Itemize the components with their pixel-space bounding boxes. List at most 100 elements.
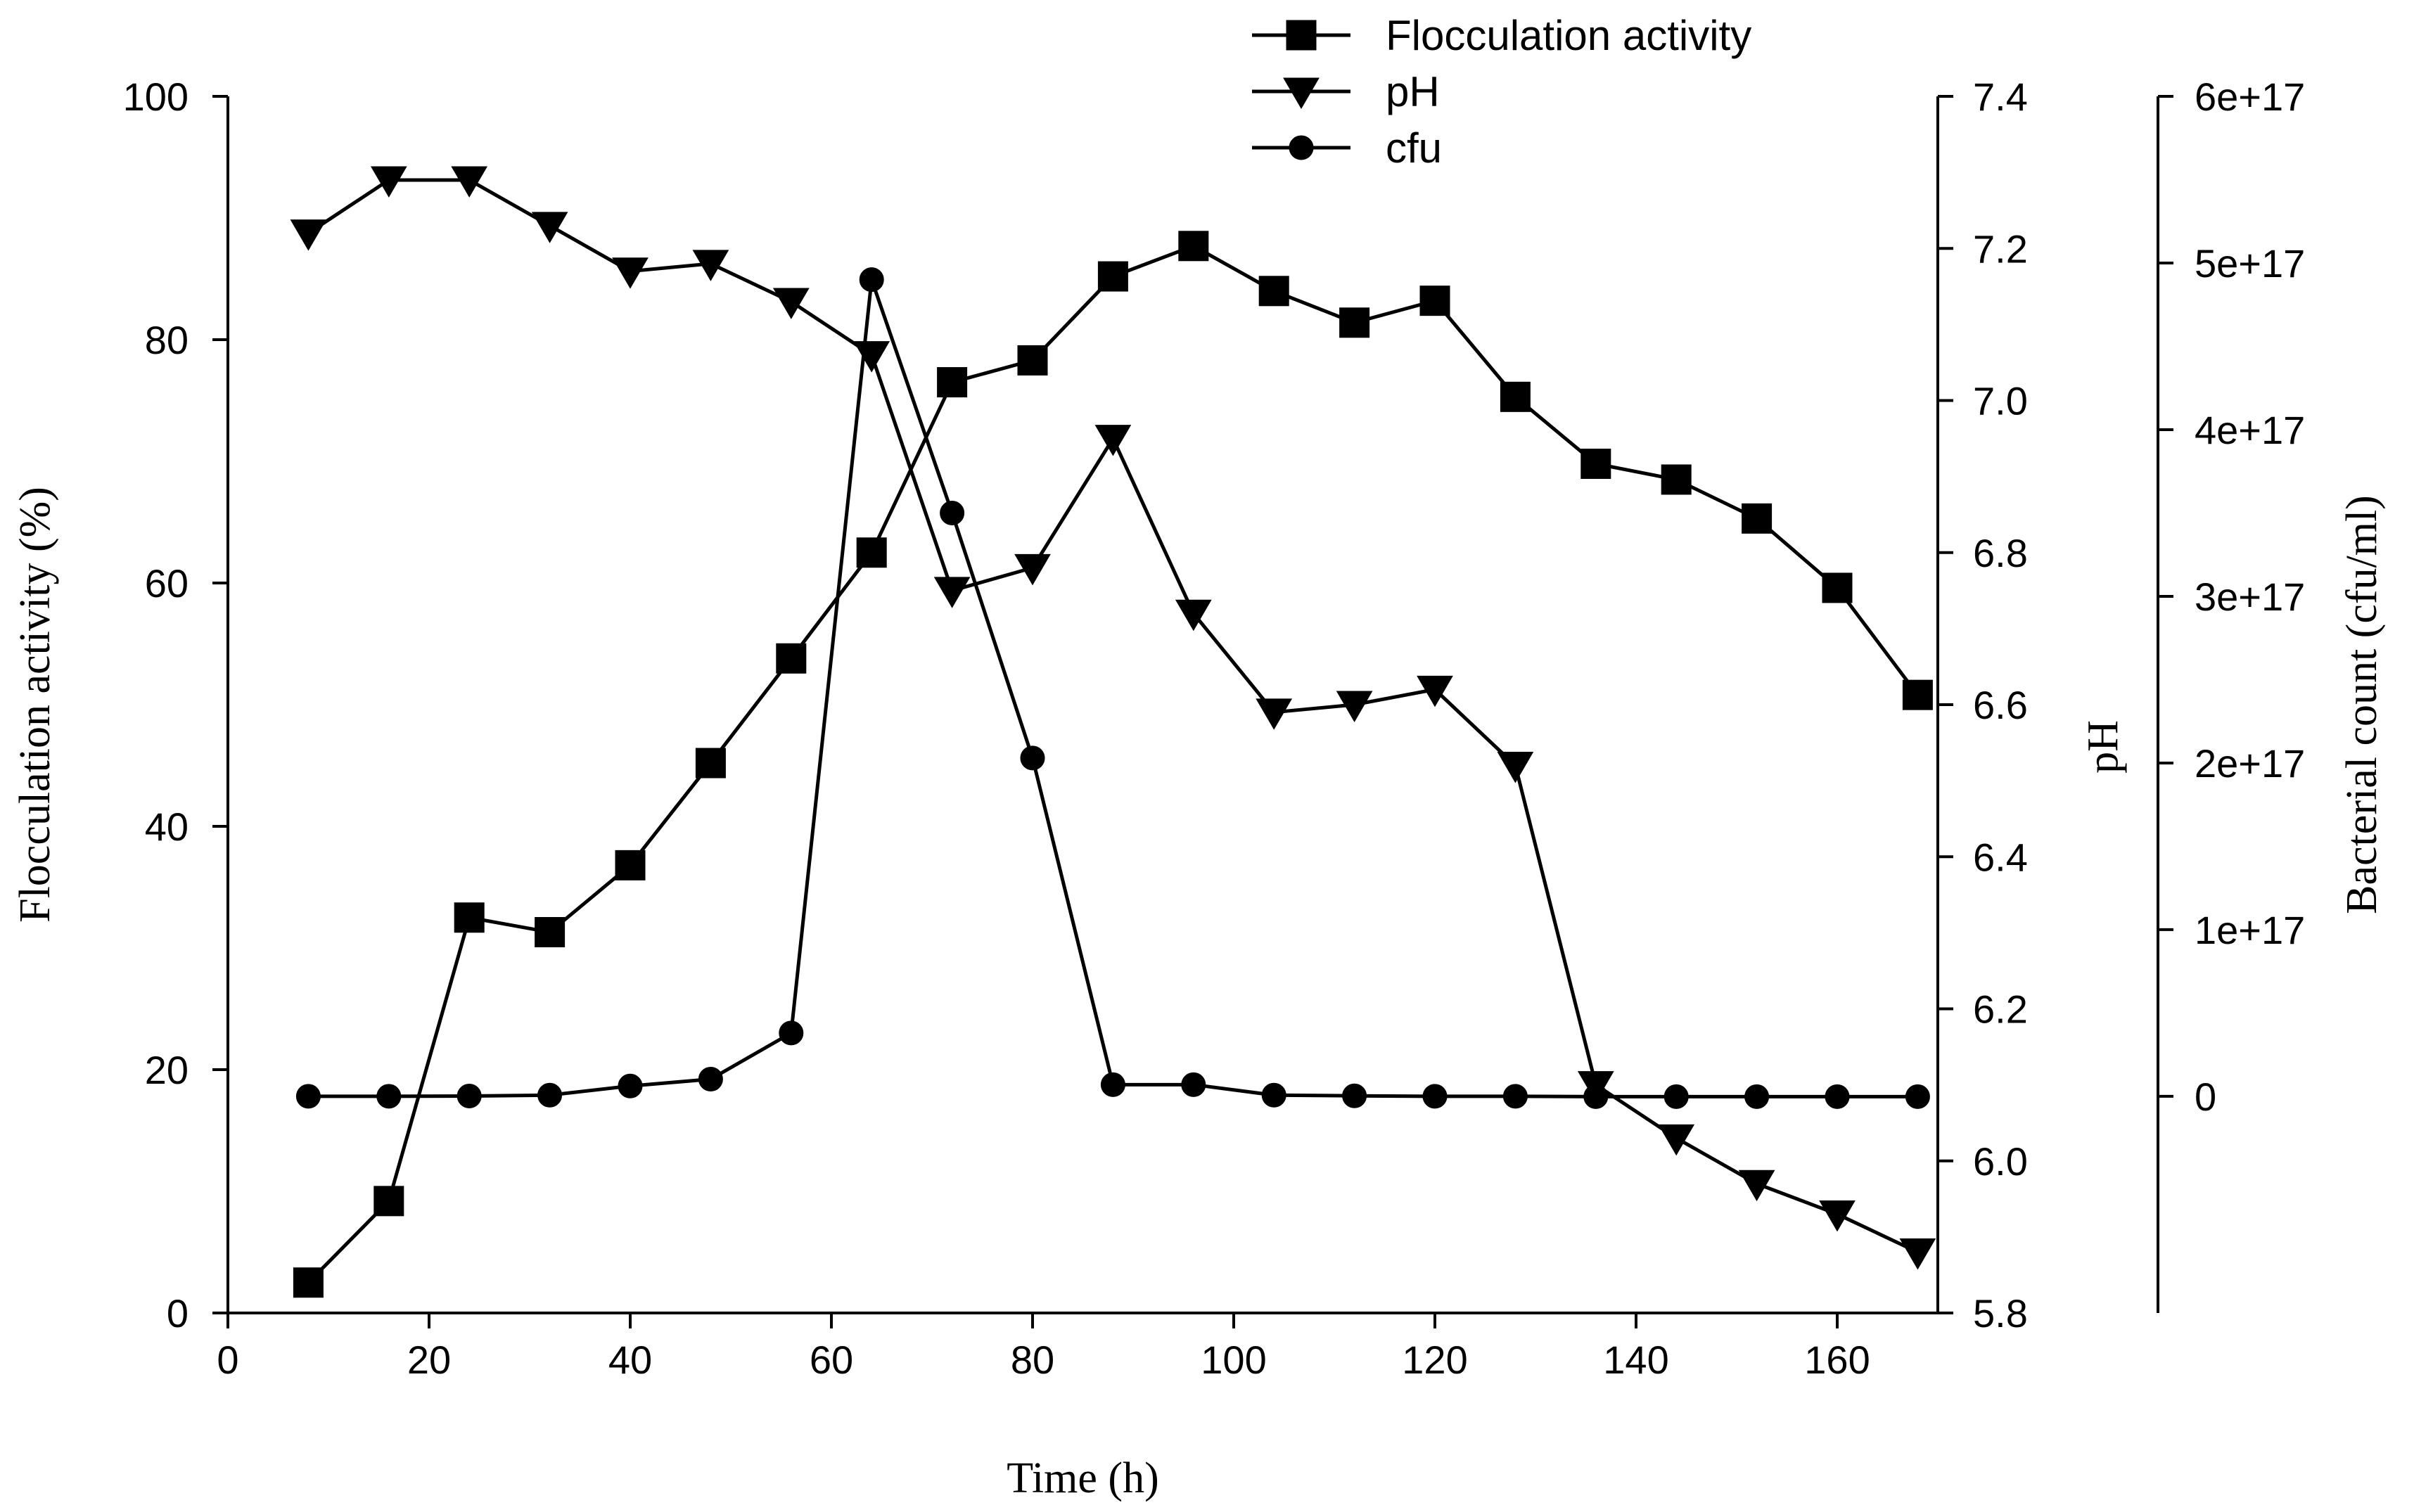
ph-tick-label: 6.0 xyxy=(1973,1139,2028,1184)
data-point-ph xyxy=(853,341,890,373)
cfu-tick-label: 4e+17 xyxy=(2195,408,2305,452)
cfu-tick-label: 1e+17 xyxy=(2195,908,2305,952)
data-point-flocculation-activity xyxy=(1580,448,1611,479)
data-point-ph xyxy=(1417,675,1453,707)
data-point-cfu xyxy=(1181,1072,1206,1097)
data-point-ph xyxy=(1014,553,1051,586)
data-point-cfu xyxy=(1422,1084,1448,1109)
legend-marker xyxy=(1283,77,1320,109)
ph-tick-label: 7.0 xyxy=(1973,379,2028,423)
data-point-ph xyxy=(1256,698,1293,730)
data-point-cfu xyxy=(1905,1084,1930,1109)
data-point-flocculation-activity xyxy=(695,748,726,779)
data-point-cfu xyxy=(698,1067,723,1092)
data-point-flocculation-activity xyxy=(856,537,887,568)
data-point-cfu xyxy=(295,1084,321,1109)
ph-axis-title: pH xyxy=(2079,720,2127,774)
ph-tick-label: 6.8 xyxy=(1973,531,2028,575)
legend-label: cfu xyxy=(1386,124,1442,172)
data-point-cfu xyxy=(940,500,965,525)
data-point-ph xyxy=(451,166,488,198)
data-point-flocculation-activity xyxy=(1500,381,1531,412)
data-point-cfu xyxy=(1020,745,1045,771)
left-y-tick-label: 60 xyxy=(145,561,189,606)
legend-entry-ph: pH xyxy=(1252,68,1440,115)
data-point-flocculation-activity xyxy=(1822,572,1853,603)
data-point-cfu xyxy=(1100,1072,1125,1097)
ph-tick-label: 7.2 xyxy=(1973,226,2028,271)
data-point-flocculation-activity xyxy=(1742,503,1773,534)
x-tick-label: 80 xyxy=(1011,1338,1054,1382)
data-point-flocculation-activity xyxy=(454,902,485,933)
x-tick-label: 40 xyxy=(608,1338,652,1382)
ph-tick-label: 6.2 xyxy=(1973,987,2028,1032)
data-point-ph xyxy=(1899,1238,1936,1270)
data-point-ph xyxy=(1336,691,1373,722)
legend-label: Flocculation activity xyxy=(1386,12,1751,59)
ph-tick-label: 7.4 xyxy=(1973,75,2028,119)
data-point-flocculation-activity xyxy=(937,367,968,398)
data-point-flocculation-activity xyxy=(535,917,566,948)
ticks xyxy=(212,95,2173,1328)
data-point-ph xyxy=(612,257,649,289)
series-line-cfu xyxy=(308,278,1918,1098)
data-point-ph xyxy=(692,250,729,281)
data-point-flocculation-activity xyxy=(1902,679,1933,710)
data-point-flocculation-activity xyxy=(1178,231,1209,262)
data-point-cfu xyxy=(618,1073,643,1098)
data-point-ph xyxy=(1497,752,1534,783)
left-y-axis-title: Flocculation activity (%) xyxy=(11,487,59,923)
cfu-axis-title: Bacterial count (cfu/ml) xyxy=(2338,495,2386,914)
cfu-tick-label: 2e+17 xyxy=(2195,741,2305,786)
x-tick-label: 60 xyxy=(810,1338,853,1382)
data-point-cfu xyxy=(1261,1082,1286,1108)
data-point-cfu xyxy=(376,1084,402,1109)
data-point-ph xyxy=(290,219,327,251)
data-point-flocculation-activity xyxy=(1258,276,1289,307)
left-y-tick-label: 80 xyxy=(145,318,189,362)
data-point-flocculation-activity xyxy=(776,643,807,674)
legend-marker xyxy=(1289,135,1314,160)
x-tick-label: 20 xyxy=(407,1338,451,1382)
series-ph xyxy=(290,166,1936,1270)
left-y-tick-label: 40 xyxy=(145,805,189,849)
x-tick-label: 160 xyxy=(1804,1338,1870,1382)
x-tick-label: 100 xyxy=(1201,1338,1266,1382)
series-cfu xyxy=(295,267,1930,1109)
data-point-flocculation-activity xyxy=(615,850,646,880)
data-point-flocculation-activity xyxy=(373,1186,404,1217)
x-axis-title: Time (h) xyxy=(1007,1454,1158,1502)
data-point-cfu xyxy=(1663,1084,1689,1109)
axes xyxy=(226,96,2159,1314)
data-point-ph xyxy=(1094,425,1132,456)
data-point-ph xyxy=(1738,1170,1775,1202)
data-point-cfu xyxy=(1342,1083,1367,1108)
cfu-tick-label: 5e+17 xyxy=(2195,241,2305,286)
legend: Flocculation activity pH cfu xyxy=(1252,12,1751,172)
data-point-flocculation-activity xyxy=(1017,345,1048,376)
ph-tick-label: 5.8 xyxy=(1973,1291,2028,1335)
data-point-flocculation-activity xyxy=(1339,307,1370,338)
legend-entry-cfu: cfu xyxy=(1252,124,1442,172)
data-point-flocculation-activity xyxy=(1097,261,1128,292)
series-flocculation-activity xyxy=(293,231,1933,1298)
data-point-ph xyxy=(1175,599,1212,632)
ph-tick-label: 6.6 xyxy=(1973,683,2028,727)
x-tick-label: 120 xyxy=(1402,1338,1467,1382)
data-point-flocculation-activity xyxy=(293,1267,324,1298)
data-point-cfu xyxy=(537,1082,563,1108)
cfu-tick-label: 6e+17 xyxy=(2195,75,2305,119)
data-point-cfu xyxy=(1502,1084,1528,1109)
left-y-tick-label: 20 xyxy=(145,1048,189,1092)
data-point-flocculation-activity xyxy=(1419,286,1450,316)
data-point-cfu xyxy=(1825,1084,1850,1109)
x-tick-label: 0 xyxy=(217,1338,238,1382)
legend-marker xyxy=(1286,20,1317,51)
data-point-flocculation-activity xyxy=(1661,464,1692,495)
data-point-cfu xyxy=(456,1083,482,1108)
tick-labels: 0 20 40 60 80 100 120 140 160 0 20 40 60 80 100 5.8 6.0 6… xyxy=(123,75,2306,1382)
cfu-tick-label: 0 xyxy=(2195,1075,2216,1119)
data-point-cfu xyxy=(779,1020,804,1046)
cfu-tick-label: 3e+17 xyxy=(2195,575,2305,619)
data-point-ph xyxy=(933,577,971,608)
